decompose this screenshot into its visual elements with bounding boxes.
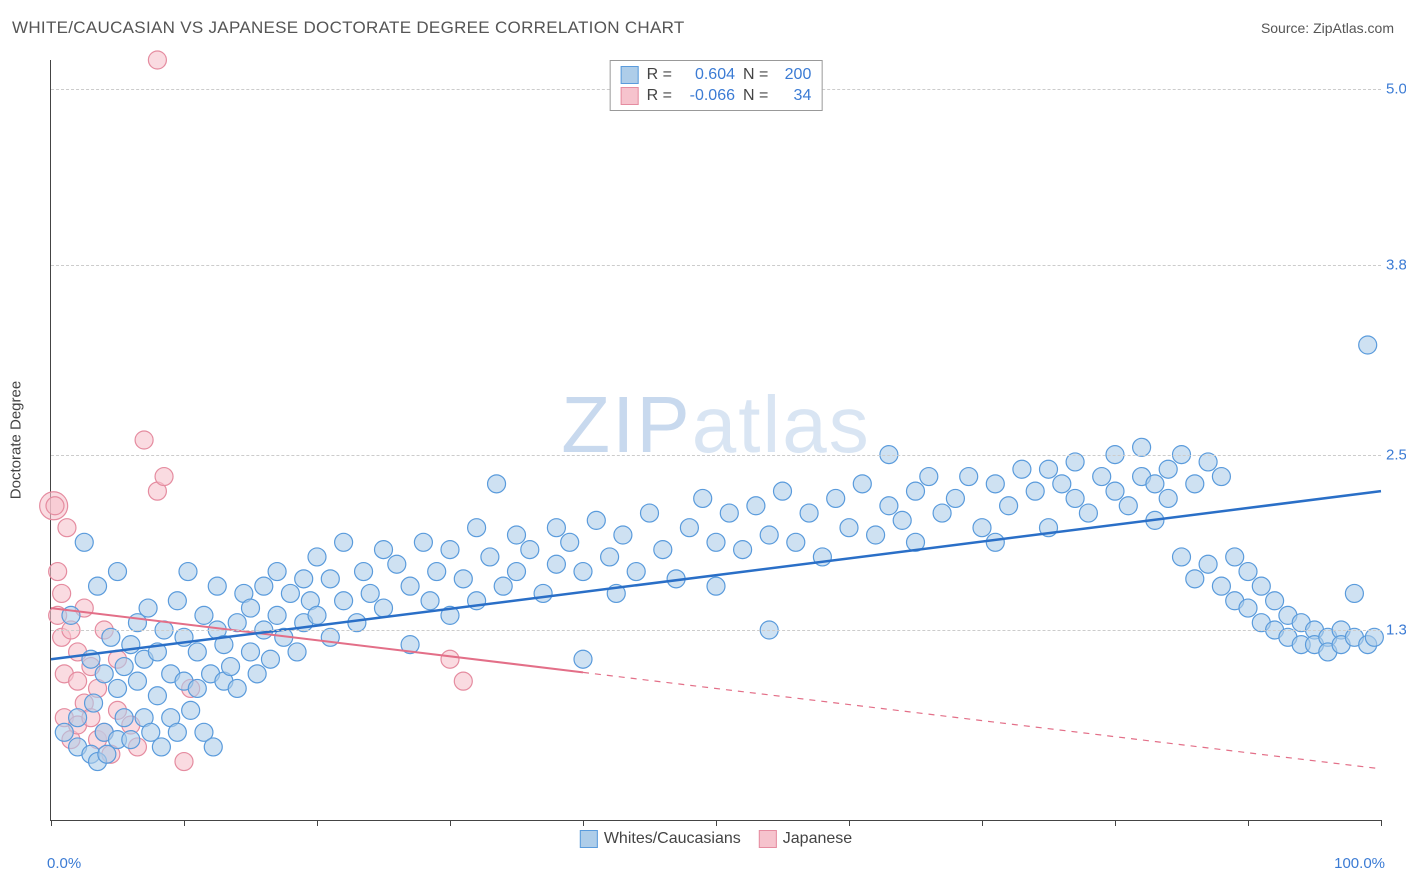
y-tick-label: 2.5% (1386, 446, 1406, 463)
x-tick (51, 820, 52, 826)
swatch-pink-bottom (759, 830, 777, 848)
x-tick (849, 820, 850, 826)
x-tick (450, 820, 451, 826)
chart-title: WHITE/CAUCASIAN VS JAPANESE DOCTORATE DE… (12, 18, 685, 38)
chart-header: WHITE/CAUCASIAN VS JAPANESE DOCTORATE DE… (12, 18, 1394, 38)
scatter-svg (51, 60, 1381, 820)
legend-row-blue: R = 0.604 N = 200 (621, 66, 812, 84)
x-tick (184, 820, 185, 826)
gridline (51, 265, 1381, 266)
y-tick-label: 3.8% (1386, 256, 1406, 273)
x-axis-label-left: 0.0% (47, 855, 81, 872)
legend-row-pink: R = -0.066 N = 34 (621, 87, 812, 105)
x-tick (716, 820, 717, 826)
x-axis-label-right: 100.0% (1334, 855, 1385, 872)
y-axis-label: Doctorate Degree (8, 381, 25, 499)
x-tick (583, 820, 584, 826)
chart-plot-area: ZIPatlas Doctorate Degree R = 0.604 N = … (50, 60, 1381, 821)
legend-correlation-box: R = 0.604 N = 200 R = -0.066 N = 34 (610, 60, 823, 111)
x-tick (1248, 820, 1249, 826)
x-tick (982, 820, 983, 826)
swatch-blue (621, 66, 639, 84)
gridline (51, 455, 1381, 456)
x-tick (1115, 820, 1116, 826)
y-tick-label: 1.3% (1386, 622, 1406, 639)
legend-item-pink: Japanese (759, 830, 852, 848)
x-tick (317, 820, 318, 826)
legend-item-blue: Whites/Caucasians (580, 830, 741, 848)
gridline (51, 630, 1381, 631)
swatch-pink (621, 87, 639, 105)
swatch-blue-bottom (580, 830, 598, 848)
chart-source: Source: ZipAtlas.com (1261, 20, 1394, 36)
legend-series: Whites/Caucasians Japanese (580, 830, 852, 848)
y-tick-label: 5.0% (1386, 81, 1406, 98)
x-tick (1381, 820, 1382, 826)
